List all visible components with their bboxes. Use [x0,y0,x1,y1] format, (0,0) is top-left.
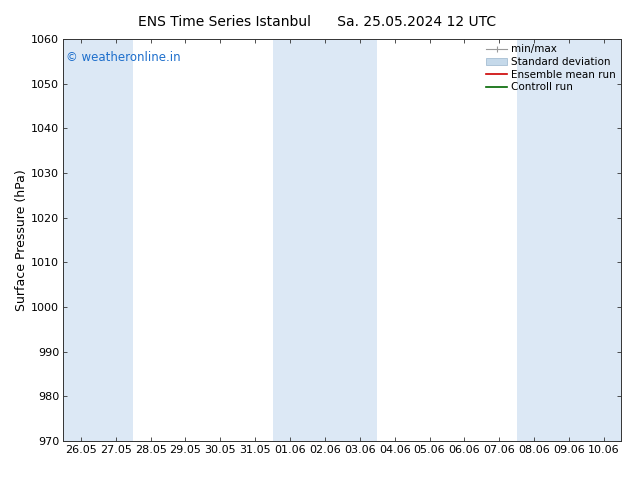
Y-axis label: Surface Pressure (hPa): Surface Pressure (hPa) [15,169,29,311]
Bar [63,39,133,441]
Text: © weatheronline.in: © weatheronline.in [66,51,181,64]
Bar [273,39,377,441]
Legend: min/max, Standard deviation, Ensemble mean run, Controll run: min/max, Standard deviation, Ensemble me… [484,42,618,94]
Bar [517,39,621,441]
Text: ENS Time Series Istanbul      Sa. 25.05.2024 12 UTC: ENS Time Series Istanbul Sa. 25.05.2024 … [138,15,496,29]
